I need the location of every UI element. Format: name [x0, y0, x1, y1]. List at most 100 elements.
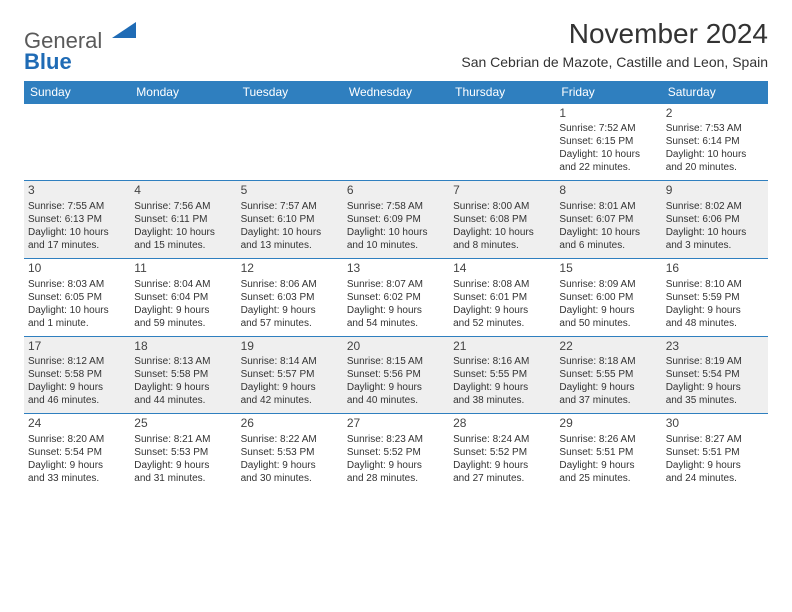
logo-text: General Blue — [24, 22, 136, 73]
cell-day2: and 15 minutes. — [134, 239, 232, 252]
cell-sunrise: Sunrise: 8:09 AM — [559, 278, 657, 291]
cell-sunrise: Sunrise: 8:24 AM — [453, 433, 551, 446]
cell-sunset: Sunset: 6:01 PM — [453, 291, 551, 304]
calendar-cell: 8Sunrise: 8:01 AMSunset: 6:07 PMDaylight… — [555, 181, 661, 259]
cell-sunset: Sunset: 5:53 PM — [134, 446, 232, 459]
calendar-cell: 29Sunrise: 8:26 AMSunset: 5:51 PMDayligh… — [555, 414, 661, 491]
cell-sunrise: Sunrise: 8:27 AM — [666, 433, 764, 446]
cell-sunset: Sunset: 5:57 PM — [241, 368, 339, 381]
cell-day2: and 10 minutes. — [347, 239, 445, 252]
day-number: 5 — [241, 183, 339, 199]
cell-sunset: Sunset: 5:59 PM — [666, 291, 764, 304]
cell-day1: Daylight: 10 hours — [559, 148, 657, 161]
calendar-cell: 28Sunrise: 8:24 AMSunset: 5:52 PMDayligh… — [449, 414, 555, 491]
calendar-cell: 25Sunrise: 8:21 AMSunset: 5:53 PMDayligh… — [130, 414, 236, 491]
calendar-cell: 20Sunrise: 8:15 AMSunset: 5:56 PMDayligh… — [343, 336, 449, 414]
day-number: 15 — [559, 261, 657, 277]
cell-sunset: Sunset: 6:03 PM — [241, 291, 339, 304]
cell-day2: and 37 minutes. — [559, 394, 657, 407]
cell-day1: Daylight: 9 hours — [559, 459, 657, 472]
day-header: Saturday — [662, 81, 768, 104]
cell-sunrise: Sunrise: 8:01 AM — [559, 200, 657, 213]
day-number: 23 — [666, 339, 764, 355]
day-number: 10 — [28, 261, 126, 277]
cell-day1: Daylight: 9 hours — [666, 304, 764, 317]
cell-day1: Daylight: 9 hours — [559, 381, 657, 394]
cell-day1: Daylight: 10 hours — [28, 226, 126, 239]
cell-day2: and 24 minutes. — [666, 472, 764, 485]
cell-sunset: Sunset: 5:55 PM — [559, 368, 657, 381]
day-number: 30 — [666, 416, 764, 432]
cell-sunset: Sunset: 6:00 PM — [559, 291, 657, 304]
cell-day2: and 52 minutes. — [453, 317, 551, 330]
header: General Blue November 2024 San Cebrian d… — [24, 18, 768, 73]
cell-sunrise: Sunrise: 8:04 AM — [134, 278, 232, 291]
cell-day1: Daylight: 9 hours — [241, 459, 339, 472]
cell-day1: Daylight: 9 hours — [347, 381, 445, 394]
cell-sunrise: Sunrise: 7:52 AM — [559, 122, 657, 135]
calendar-cell — [24, 103, 130, 181]
cell-sunset: Sunset: 6:09 PM — [347, 213, 445, 226]
calendar-cell — [237, 103, 343, 181]
cell-day1: Daylight: 9 hours — [453, 381, 551, 394]
calendar-cell: 16Sunrise: 8:10 AMSunset: 5:59 PMDayligh… — [662, 258, 768, 336]
cell-sunrise: Sunrise: 8:03 AM — [28, 278, 126, 291]
cell-day2: and 1 minute. — [28, 317, 126, 330]
calendar-cell: 2Sunrise: 7:53 AMSunset: 6:14 PMDaylight… — [662, 103, 768, 181]
cell-sunrise: Sunrise: 8:16 AM — [453, 355, 551, 368]
calendar-cell: 23Sunrise: 8:19 AMSunset: 5:54 PMDayligh… — [662, 336, 768, 414]
calendar-cell: 6Sunrise: 7:58 AMSunset: 6:09 PMDaylight… — [343, 181, 449, 259]
cell-day2: and 57 minutes. — [241, 317, 339, 330]
cell-sunset: Sunset: 6:02 PM — [347, 291, 445, 304]
cell-day1: Daylight: 10 hours — [28, 304, 126, 317]
cell-day2: and 31 minutes. — [134, 472, 232, 485]
cell-sunset: Sunset: 5:52 PM — [453, 446, 551, 459]
day-number: 7 — [453, 183, 551, 199]
day-number: 20 — [347, 339, 445, 355]
cell-sunrise: Sunrise: 7:57 AM — [241, 200, 339, 213]
day-number: 6 — [347, 183, 445, 199]
cell-day1: Daylight: 9 hours — [241, 304, 339, 317]
calendar-cell — [449, 103, 555, 181]
cell-sunset: Sunset: 5:53 PM — [241, 446, 339, 459]
cell-day1: Daylight: 9 hours — [134, 304, 232, 317]
logo-triangle-icon — [112, 22, 136, 38]
cell-day2: and 6 minutes. — [559, 239, 657, 252]
day-number: 17 — [28, 339, 126, 355]
calendar-cell: 3Sunrise: 7:55 AMSunset: 6:13 PMDaylight… — [24, 181, 130, 259]
calendar-cell: 5Sunrise: 7:57 AMSunset: 6:10 PMDaylight… — [237, 181, 343, 259]
calendar-cell: 26Sunrise: 8:22 AMSunset: 5:53 PMDayligh… — [237, 414, 343, 491]
day-number: 1 — [559, 106, 657, 122]
cell-sunset: Sunset: 6:08 PM — [453, 213, 551, 226]
calendar-cell: 18Sunrise: 8:13 AMSunset: 5:58 PMDayligh… — [130, 336, 236, 414]
cell-day2: and 50 minutes. — [559, 317, 657, 330]
cell-day1: Daylight: 10 hours — [241, 226, 339, 239]
cell-sunrise: Sunrise: 7:53 AM — [666, 122, 764, 135]
cell-day1: Daylight: 9 hours — [559, 304, 657, 317]
cell-sunrise: Sunrise: 8:12 AM — [28, 355, 126, 368]
day-number: 27 — [347, 416, 445, 432]
day-number: 25 — [134, 416, 232, 432]
day-number: 19 — [241, 339, 339, 355]
title-block: November 2024 San Cebrian de Mazote, Cas… — [461, 18, 768, 70]
calendar-cell: 13Sunrise: 8:07 AMSunset: 6:02 PMDayligh… — [343, 258, 449, 336]
calendar-cell: 24Sunrise: 8:20 AMSunset: 5:54 PMDayligh… — [24, 414, 130, 491]
cell-day2: and 40 minutes. — [347, 394, 445, 407]
day-number: 12 — [241, 261, 339, 277]
cell-sunset: Sunset: 6:13 PM — [28, 213, 126, 226]
cell-day2: and 30 minutes. — [241, 472, 339, 485]
day-header: Tuesday — [237, 81, 343, 104]
day-header: Wednesday — [343, 81, 449, 104]
cell-day1: Daylight: 10 hours — [134, 226, 232, 239]
cell-sunrise: Sunrise: 7:55 AM — [28, 200, 126, 213]
cell-sunset: Sunset: 5:52 PM — [347, 446, 445, 459]
calendar-cell: 21Sunrise: 8:16 AMSunset: 5:55 PMDayligh… — [449, 336, 555, 414]
cell-sunrise: Sunrise: 8:10 AM — [666, 278, 764, 291]
cell-day1: Daylight: 9 hours — [453, 304, 551, 317]
cell-day1: Daylight: 9 hours — [347, 459, 445, 472]
day-number: 26 — [241, 416, 339, 432]
cell-sunset: Sunset: 5:51 PM — [559, 446, 657, 459]
cell-day1: Daylight: 9 hours — [28, 459, 126, 472]
calendar-cell: 14Sunrise: 8:08 AMSunset: 6:01 PMDayligh… — [449, 258, 555, 336]
cell-day2: and 25 minutes. — [559, 472, 657, 485]
